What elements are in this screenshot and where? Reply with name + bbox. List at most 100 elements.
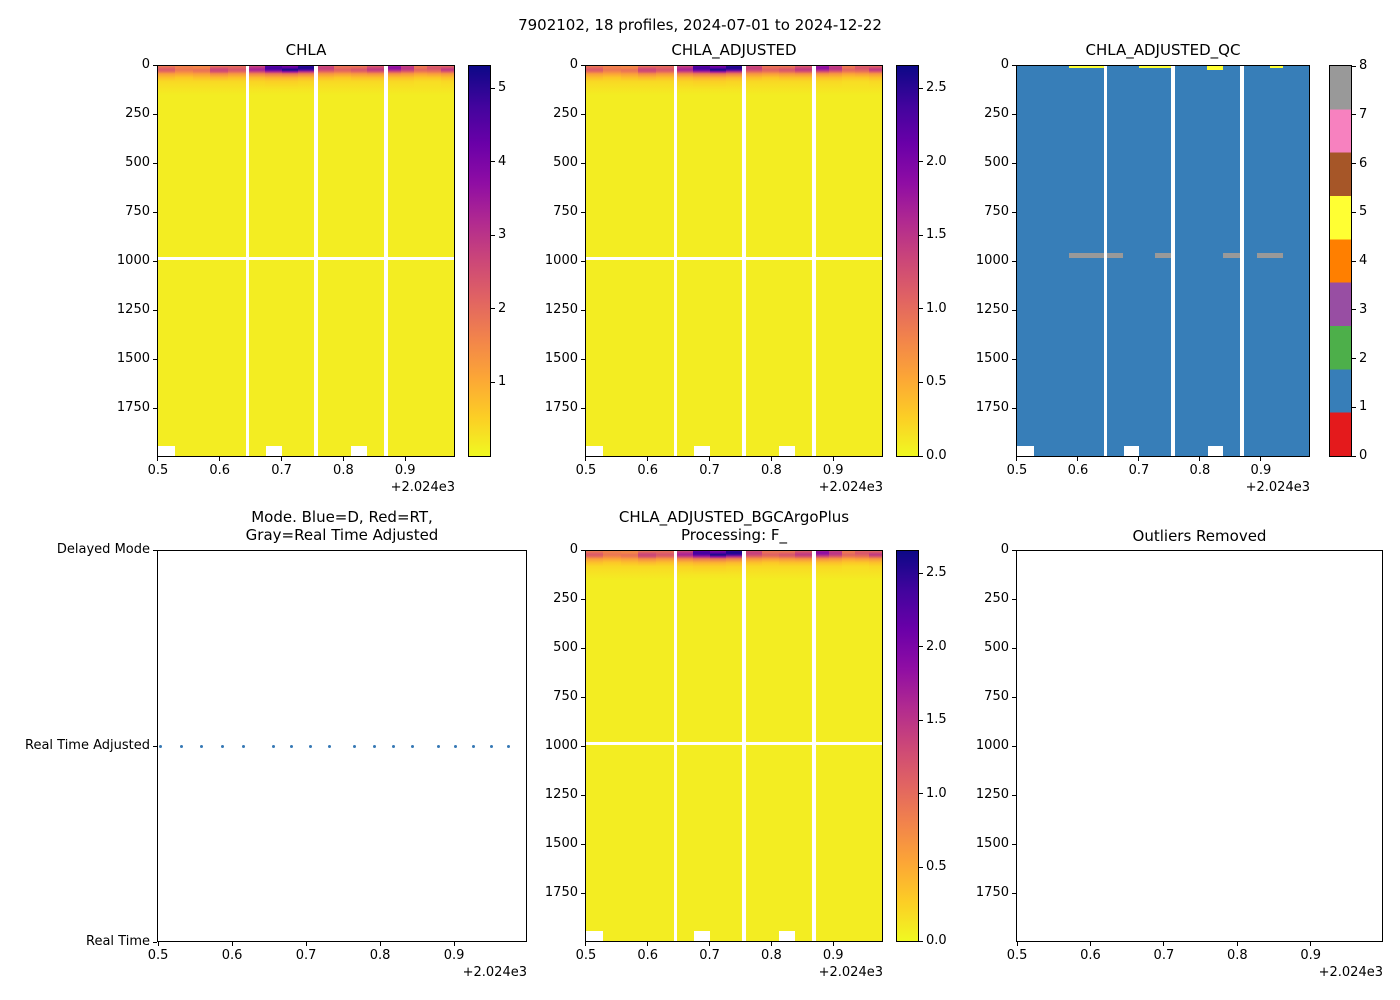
depth-tick-label: 750 — [553, 204, 578, 219]
depth-tick-label: 1750 — [116, 400, 150, 415]
x-tick-label: 0.9 — [822, 463, 844, 478]
y-axis-tick — [153, 358, 157, 360]
y-axis-tick — [1012, 358, 1016, 360]
depth-tick-label: 1750 — [544, 400, 578, 415]
y-axis-tick — [1012, 696, 1016, 698]
mode-scatter-point — [391, 744, 395, 748]
qc-flag5-surface-mark — [1139, 66, 1156, 68]
heatmap-column — [620, 66, 639, 456]
mode-title-line2: Gray=Real Time Adjusted — [245, 526, 439, 544]
y-axis-tick — [581, 745, 585, 747]
colorbar-tick-label: 1.5 — [926, 712, 947, 728]
qc-title: CHLA_ADJUSTED_QC — [1085, 41, 1241, 59]
qc-column — [1269, 66, 1284, 456]
depth-tick-label: 1250 — [975, 302, 1009, 317]
x-tick-label: 0.8 — [1189, 463, 1211, 478]
depth-tick-label: 0 — [141, 57, 150, 72]
heatmap-column — [868, 551, 882, 941]
mode-scatter-panel — [157, 550, 527, 942]
depth-tick-label: 0 — [1000, 542, 1009, 557]
heatmap-column — [868, 66, 882, 456]
x-axis-tick — [305, 942, 307, 946]
qc-column — [1207, 66, 1224, 447]
y-axis-tick — [1012, 843, 1016, 845]
heatmap-column — [265, 66, 283, 447]
depth-tick-label: 250 — [984, 106, 1009, 121]
x-tick-label: 0.7 — [1153, 948, 1175, 963]
missing-data-line — [586, 742, 882, 746]
heatmap-column — [677, 66, 694, 456]
depth-tick-label: 500 — [553, 640, 578, 655]
qc-flag8-deep-mark — [1068, 253, 1087, 259]
x-axis-tick — [281, 457, 283, 461]
colorbar-tick — [919, 572, 923, 574]
y-axis-tick — [581, 64, 585, 66]
x-axis-tick — [709, 457, 711, 461]
colorbar-tick-label: 3 — [498, 227, 507, 243]
depth-tick-label: 1500 — [544, 351, 578, 366]
depth-tick-label: 0 — [569, 57, 578, 72]
x-axis-tick — [1016, 457, 1018, 461]
heatmap-column — [638, 551, 657, 941]
bgc-heatmap-panel — [585, 550, 883, 942]
heatmap-column — [828, 66, 843, 456]
chla-heatmap-panel — [157, 65, 455, 457]
heatmap-column — [192, 66, 211, 456]
colorbar-tick — [919, 161, 923, 163]
adjusted-title: CHLA_ADJUSTED — [671, 41, 797, 59]
heatmap-column — [762, 66, 780, 456]
qc-column — [1068, 66, 1087, 456]
x-tick-label: 0.7 — [699, 463, 720, 478]
x-axis-tick — [832, 457, 834, 461]
heatmap-column — [400, 66, 415, 456]
x-axis-tick — [404, 457, 406, 461]
depth-tick-label: 750 — [553, 689, 578, 704]
qc-column — [1282, 66, 1297, 456]
heatmap-column — [815, 66, 830, 456]
colorbar-tick — [919, 793, 923, 795]
x-axis-tick — [1199, 457, 1201, 461]
mode-scatter-point — [309, 744, 313, 748]
x-axis-tick — [231, 942, 233, 946]
heatmap-column — [745, 551, 763, 941]
colorbar-tick — [1352, 65, 1356, 67]
qc-flag8-deep-mark — [1269, 253, 1284, 259]
x-axis-tick — [1077, 457, 1079, 461]
mode-scatter-point — [436, 744, 440, 748]
colorbar-tick-label: 2.5 — [926, 80, 947, 96]
mode-tick-label: Real Time — [86, 934, 150, 949]
x-tick-label: 0.6 — [637, 463, 659, 478]
y-axis-tick — [581, 260, 585, 262]
colorbar-tick — [1352, 114, 1356, 116]
y-axis-tick — [581, 598, 585, 600]
colorbar-tick — [919, 455, 923, 457]
x-tick-label: 0.8 — [369, 948, 391, 963]
x-tick-label: 0.6 — [1080, 948, 1101, 963]
y-axis-tick — [153, 549, 157, 551]
depth-tick-label: 750 — [125, 204, 150, 219]
colorbar-tick-label: 1.0 — [926, 300, 947, 316]
depth-tick-label: 1750 — [975, 885, 1009, 900]
qc-flag5-surface-mark — [1068, 66, 1087, 68]
x-axis-tick — [219, 457, 221, 461]
heatmap-column — [693, 551, 711, 932]
y-axis-tick — [1012, 794, 1016, 796]
heatmap-column — [297, 66, 315, 456]
x-axis-tick — [585, 457, 587, 461]
depth-tick-label: 1250 — [975, 787, 1009, 802]
qc-column — [1174, 66, 1192, 456]
y-axis-tick — [153, 407, 157, 409]
x-axis-offset-label: +2.024e3 — [818, 965, 883, 980]
qc-colorbar-tick-label: 3 — [1359, 301, 1368, 317]
x-axis-tick — [832, 942, 834, 946]
colorbar-tick — [491, 381, 495, 383]
qc-colorbar — [1329, 65, 1352, 457]
x-tick-label: 0.6 — [221, 948, 243, 963]
x-tick-label: 0.9 — [1250, 463, 1272, 478]
qc-colorbar-tick-label: 5 — [1359, 204, 1368, 220]
x-axis-tick — [453, 942, 455, 946]
y-axis-tick — [153, 162, 157, 164]
x-axis-tick — [709, 942, 711, 946]
heatmap-column — [427, 66, 442, 456]
depth-tick-label: 250 — [984, 591, 1009, 606]
